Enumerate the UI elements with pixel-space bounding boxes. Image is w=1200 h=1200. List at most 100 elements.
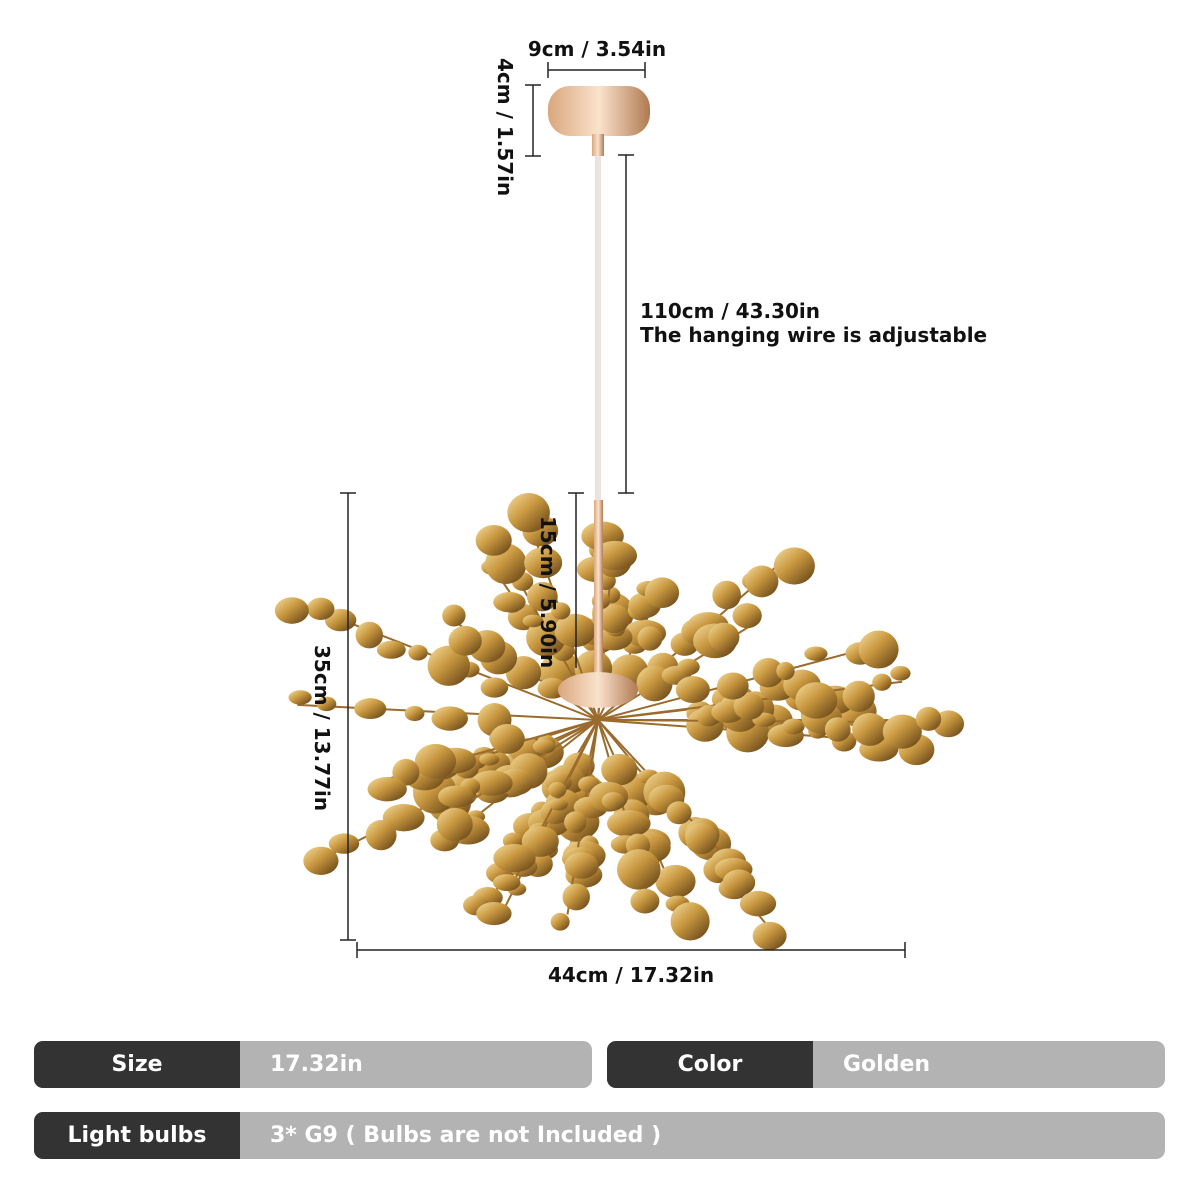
rod-length: 15cm / 5.90in <box>536 516 560 668</box>
spec-label: Size <box>34 1041 240 1088</box>
leaf-disc <box>732 603 762 629</box>
leaf-disc <box>490 723 525 754</box>
leaf-disc <box>442 604 466 627</box>
leaf-disc <box>733 692 765 720</box>
canopy-width: 9cm / 3.54in <box>528 37 666 61</box>
leaf-disc <box>685 822 718 855</box>
spec-value: Golden <box>843 1052 931 1077</box>
leaf-disc <box>438 785 474 808</box>
spec-value: 17.32in <box>270 1052 363 1077</box>
leaf-disc <box>554 613 596 648</box>
chandelier-body <box>274 492 965 950</box>
leaf-disc <box>288 690 312 705</box>
leaf-disc <box>550 912 570 931</box>
leaf-disc <box>448 625 482 656</box>
canopy-height: 4cm / 1.57in <box>493 58 517 196</box>
leaf-disc <box>493 843 536 873</box>
leaf-disc <box>316 696 337 712</box>
leaf-disc <box>480 677 509 698</box>
leaf-disc <box>670 902 710 941</box>
leaf-disc <box>616 849 661 890</box>
canopy-stem <box>592 134 604 156</box>
leaf-disc <box>564 811 587 834</box>
spec-row: Light bulbs 3* G9 ( Bulbs are not Includ… <box>34 1112 1165 1159</box>
leaf-disc <box>882 714 922 749</box>
leaf-disc <box>782 718 805 735</box>
leaf-disc <box>773 547 815 585</box>
leaf-disc <box>392 758 420 786</box>
leaf-disc <box>549 798 568 811</box>
leaf-disc <box>564 852 599 879</box>
leaf-disc <box>717 672 749 700</box>
leaf-disc <box>890 665 911 681</box>
leaf-disc <box>306 597 335 621</box>
leaf-disc <box>601 792 625 810</box>
leaf-disc <box>328 833 360 854</box>
dimension-lines <box>340 62 906 958</box>
leaf-disc <box>593 540 638 571</box>
leaf-disc <box>708 622 740 652</box>
leaf-disc <box>431 706 468 731</box>
leaf-disc <box>427 645 470 686</box>
spec-row: Size 17.32in <box>34 1041 592 1088</box>
leaf-disc <box>824 717 851 742</box>
wire-length: 110cm / 43.30in <box>640 299 820 323</box>
leaf-disc <box>666 801 692 825</box>
leaf-disc <box>852 712 888 746</box>
leaf-disc <box>804 646 828 661</box>
leaf-disc <box>493 591 526 613</box>
spec-label: Light bulbs <box>34 1112 240 1159</box>
leaf-disc <box>524 547 563 579</box>
leaf-disc <box>601 753 638 786</box>
leaf-disc <box>858 630 899 669</box>
leaf-disc <box>551 602 571 620</box>
canopy <box>548 86 650 136</box>
leaf-disc <box>476 901 512 926</box>
leaf-disc <box>532 739 556 754</box>
height: 35cm / 13.77in <box>310 645 334 811</box>
leaf-disc <box>722 869 756 896</box>
leaf-disc <box>744 565 779 598</box>
hub <box>558 672 638 708</box>
leaf-disc <box>548 782 567 798</box>
leaf-disc <box>408 644 428 661</box>
leaf-disc <box>522 614 544 628</box>
leaf-disc <box>414 743 457 779</box>
leaf-disc <box>752 921 787 950</box>
product-diagram: 9cm / 3.54in 4cm / 1.57in 110cm / 43.30i… <box>274 37 987 987</box>
leaf-disc <box>795 682 838 719</box>
leaf-disc <box>752 658 784 688</box>
leaf-disc <box>479 753 500 766</box>
leaf-disc <box>915 706 942 731</box>
leaf-disc <box>404 705 425 722</box>
leaf-disc <box>606 810 651 837</box>
leaf-disc <box>776 661 795 681</box>
leaf-disc <box>655 864 696 898</box>
leaf-disc <box>492 874 521 891</box>
leaf-disc <box>598 604 630 634</box>
leaf-disc <box>303 846 339 875</box>
leaf-disc <box>675 676 710 704</box>
leaf-disc <box>471 770 513 796</box>
leaf-disc <box>507 492 550 533</box>
wire-note: The hanging wire is adjustable <box>640 323 987 347</box>
leaf-disc <box>637 626 663 651</box>
spec-row: Color Golden <box>607 1041 1165 1088</box>
leaf-disc <box>842 680 875 712</box>
leaf-disc <box>872 673 892 691</box>
leaf-disc <box>382 803 425 832</box>
leaf-disc <box>367 776 407 802</box>
width: 44cm / 17.32in <box>548 963 714 987</box>
leaf-disc <box>274 597 309 624</box>
leaf-disc <box>354 698 387 720</box>
leaf-disc <box>365 819 397 851</box>
spec-value: 3* G9 ( Bulbs are not Included ) <box>270 1123 662 1148</box>
leaf-disc <box>376 640 406 659</box>
spec-label: Color <box>607 1041 813 1088</box>
rod <box>594 500 603 675</box>
leaf-disc <box>739 890 777 917</box>
leaf-disc <box>712 580 741 610</box>
leaf-disc <box>475 525 512 556</box>
leaf-disc <box>355 621 384 649</box>
